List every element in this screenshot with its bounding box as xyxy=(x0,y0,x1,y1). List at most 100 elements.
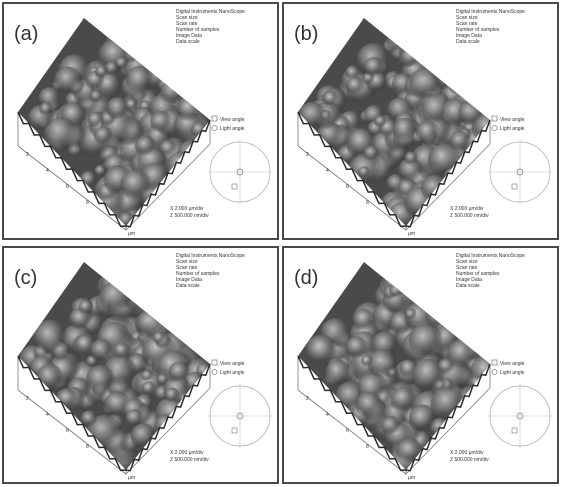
dial-square xyxy=(512,184,517,189)
light-angle: Light angle xyxy=(500,126,525,132)
axis-unit: µm xyxy=(128,231,135,237)
surface-texture xyxy=(28,19,219,229)
afm-panel: (b)Digital Instruments NanoScopeScan siz… xyxy=(282,2,559,240)
surface-bump xyxy=(131,282,154,305)
panel-label: (d) xyxy=(294,267,318,289)
surface-bump xyxy=(125,99,138,112)
scale-line: X 2.000 µm/div xyxy=(450,206,484,212)
surface-bump xyxy=(87,112,104,129)
axis-tick: 2 xyxy=(306,396,309,402)
view-angle: View angle xyxy=(220,361,245,367)
surface-bump xyxy=(306,335,339,368)
surface-bump xyxy=(352,309,375,332)
surface-bump xyxy=(121,278,139,296)
light-marker xyxy=(212,125,217,130)
axis-tick: 6 xyxy=(66,428,69,434)
surface-bump xyxy=(157,374,169,386)
surface-bump xyxy=(135,135,156,156)
surface-bump xyxy=(115,57,129,71)
surface-bump xyxy=(364,57,385,78)
axis-unit: µm xyxy=(408,475,415,481)
surface-bump xyxy=(150,111,172,133)
afm-panel: (d)Digital Instruments NanoScopeScan siz… xyxy=(282,246,559,484)
axis-tick: 8 xyxy=(366,444,369,450)
scale-line: Z 500.000 nm/div xyxy=(170,457,209,463)
surface-bump xyxy=(361,355,373,367)
surface-bump xyxy=(33,320,68,355)
surface-bump xyxy=(416,121,440,145)
surface-bump xyxy=(136,290,148,302)
surface-bump xyxy=(393,118,417,142)
surface-bump xyxy=(455,386,491,422)
light-marker xyxy=(212,369,217,374)
view-angle: View angle xyxy=(500,361,525,367)
axis-tick: 2 xyxy=(306,152,309,158)
surface-bump xyxy=(426,304,451,329)
panel-label: (b) xyxy=(294,23,318,45)
axis-tick: 4 xyxy=(46,412,49,418)
afm-image: (c)Digital Instruments NanoScopeScan siz… xyxy=(4,248,277,482)
axis-tick: 4 xyxy=(326,412,329,418)
surface-texture xyxy=(19,270,217,478)
surface-bump xyxy=(120,26,142,48)
surface-bump xyxy=(95,65,108,78)
info-line: Data scale xyxy=(456,39,480,45)
scale-line: Z 500.000 nm/div xyxy=(450,457,489,463)
surface-bump xyxy=(323,91,339,107)
surface-bump xyxy=(133,287,151,305)
dial-square xyxy=(232,184,237,189)
light-angle: Light angle xyxy=(220,126,245,132)
afm-image: (d)Digital Instruments NanoScopeScan siz… xyxy=(284,248,557,482)
axis-tick: 4 xyxy=(46,168,49,174)
axis-tick: 8 xyxy=(86,200,89,206)
scale-line: Z 500.000 nm/div xyxy=(170,213,209,219)
surface-bump xyxy=(206,131,219,144)
axis-tick: 2 xyxy=(26,152,29,158)
surface-texture xyxy=(306,267,504,480)
surface-bump xyxy=(166,151,196,181)
surface-bump xyxy=(356,391,383,418)
surface-bump xyxy=(141,370,153,382)
surface-bump xyxy=(94,126,113,145)
surface-bump xyxy=(346,76,365,95)
surface-bump xyxy=(39,102,53,116)
view-box xyxy=(492,360,497,365)
surface-bump xyxy=(409,68,443,102)
surface-bump xyxy=(86,365,115,394)
panel-label: (c) xyxy=(14,267,37,289)
axis-tick: 4 xyxy=(326,168,329,174)
axis-tick: 2 xyxy=(26,396,29,402)
axis-tick: 6 xyxy=(346,184,349,190)
surface-texture xyxy=(298,25,503,230)
axis-tick: 6 xyxy=(66,184,69,190)
view-angle: View angle xyxy=(220,117,245,123)
axis-unit: µm xyxy=(128,475,135,481)
surface-bump xyxy=(449,80,464,95)
surface-bump xyxy=(438,358,455,375)
view-angle: View angle xyxy=(500,117,525,123)
surface-bump xyxy=(90,339,113,362)
surface-bump xyxy=(90,90,103,103)
surface-bump xyxy=(358,166,370,178)
surface-bump xyxy=(458,101,483,126)
afm-image: (a)Digital Instruments NanoScopeScan siz… xyxy=(4,4,277,238)
info-line: Data scale xyxy=(456,283,480,289)
surface-bump xyxy=(56,388,78,410)
surface-bump xyxy=(381,416,401,436)
light-angle: Light angle xyxy=(500,370,525,376)
axis-tick: 8 xyxy=(366,200,369,206)
scale-line: X 2.000 µm/div xyxy=(170,450,204,456)
dial-square xyxy=(512,428,517,433)
surface-bump xyxy=(400,25,414,39)
surface-bump xyxy=(113,342,130,359)
surface-bump xyxy=(386,26,416,56)
view-box xyxy=(212,360,217,365)
surface-bump xyxy=(389,284,404,299)
figure: (a)Digital Instruments NanoScopeScan siz… xyxy=(0,0,561,487)
info-line: Data scale xyxy=(176,39,200,45)
scale-line: X 2.000 µm/div xyxy=(170,206,204,212)
surface-bump xyxy=(449,131,471,153)
scale-line: Z 500.000 nm/div xyxy=(450,213,489,219)
